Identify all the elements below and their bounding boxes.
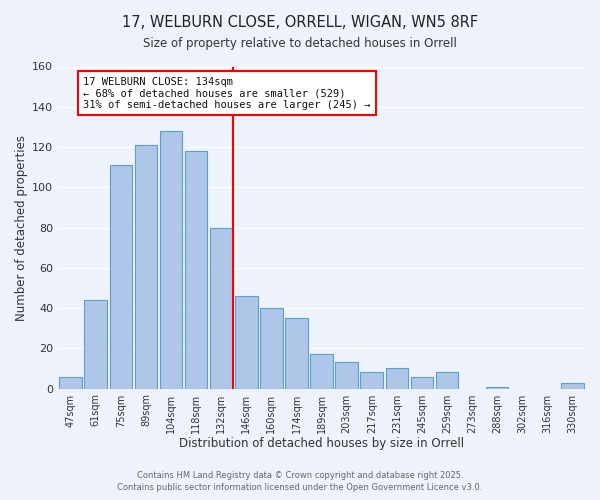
Bar [310, 354, 333, 388]
Bar [436, 372, 458, 388]
Bar [486, 386, 508, 388]
Bar [235, 296, 257, 388]
Bar [260, 308, 283, 388]
Text: 17 WELBURN CLOSE: 134sqm
← 68% of detached houses are smaller (529)
31% of semi-: 17 WELBURN CLOSE: 134sqm ← 68% of detach… [83, 76, 371, 110]
Bar [335, 362, 358, 388]
Bar [210, 228, 233, 388]
Text: Size of property relative to detached houses in Orrell: Size of property relative to detached ho… [143, 38, 457, 51]
Bar [561, 382, 584, 388]
Text: 17, WELBURN CLOSE, ORRELL, WIGAN, WN5 8RF: 17, WELBURN CLOSE, ORRELL, WIGAN, WN5 8R… [122, 15, 478, 30]
Bar [59, 376, 82, 388]
Bar [85, 300, 107, 388]
Y-axis label: Number of detached properties: Number of detached properties [15, 134, 28, 320]
Text: Contains HM Land Registry data © Crown copyright and database right 2025.
Contai: Contains HM Land Registry data © Crown c… [118, 471, 482, 492]
Bar [361, 372, 383, 388]
X-axis label: Distribution of detached houses by size in Orrell: Distribution of detached houses by size … [179, 437, 464, 450]
Bar [386, 368, 408, 388]
Bar [185, 151, 208, 388]
Bar [110, 165, 132, 388]
Bar [285, 318, 308, 388]
Bar [160, 131, 182, 388]
Bar [410, 376, 433, 388]
Bar [134, 145, 157, 388]
